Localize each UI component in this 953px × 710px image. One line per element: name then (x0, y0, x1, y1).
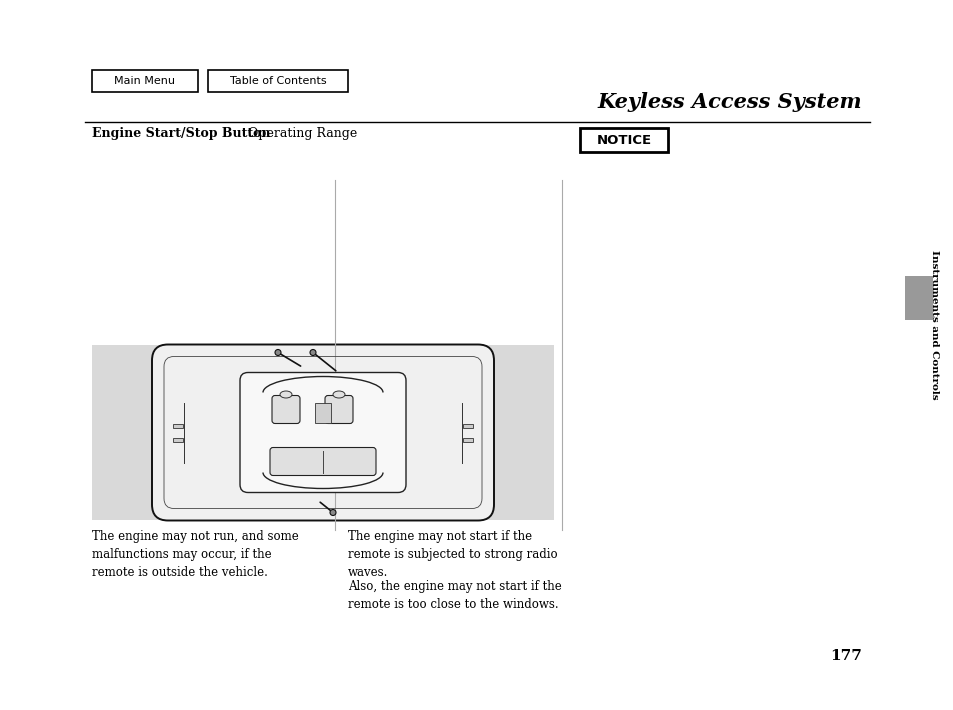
Bar (462, 437, 473, 442)
Text: Also, the engine may not start if the
remote is too close to the windows.: Also, the engine may not start if the re… (348, 580, 561, 611)
Bar (172, 423, 183, 427)
Bar (904, 276, 932, 320)
Ellipse shape (330, 510, 335, 515)
FancyBboxPatch shape (270, 447, 375, 476)
Text: Keyless Access System: Keyless Access System (597, 92, 862, 112)
Ellipse shape (280, 391, 292, 398)
Ellipse shape (274, 349, 281, 356)
Text: The engine may not run, and some
malfunctions may occur, if the
remote is outsid: The engine may not run, and some malfunc… (91, 530, 298, 579)
FancyBboxPatch shape (240, 373, 406, 493)
Bar (579, 128, 667, 152)
Text: Table of Contents: Table of Contents (230, 76, 326, 86)
Bar (208, 70, 348, 92)
Text: Main Menu: Main Menu (114, 76, 175, 86)
FancyBboxPatch shape (325, 395, 353, 423)
Bar (172, 437, 183, 442)
Text: NOTICE: NOTICE (596, 133, 651, 146)
Text: Operating Range: Operating Range (244, 127, 356, 140)
Text: The engine may not start if the
remote is subjected to strong radio
waves.: The engine may not start if the remote i… (348, 530, 558, 579)
FancyBboxPatch shape (272, 395, 299, 423)
Bar (462, 423, 473, 427)
Bar (314, 403, 331, 422)
Bar (91, 345, 554, 520)
Ellipse shape (310, 349, 315, 356)
Text: 177: 177 (829, 649, 862, 663)
Bar (91, 70, 198, 92)
FancyBboxPatch shape (152, 344, 494, 520)
Text: Engine Start/Stop Button: Engine Start/Stop Button (91, 127, 271, 140)
Text: Instruments and Controls: Instruments and Controls (929, 251, 939, 400)
Ellipse shape (333, 391, 345, 398)
